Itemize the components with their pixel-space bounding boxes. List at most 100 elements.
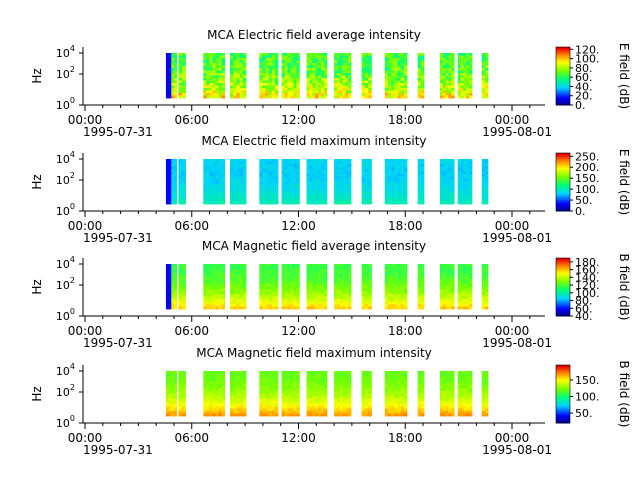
colorbar-cell — [556, 199, 570, 202]
heatmap-cell — [239, 85, 244, 89]
heatmap-cell — [457, 274, 461, 277]
heatmap-cell — [168, 161, 172, 165]
heatmap-cell — [400, 279, 405, 282]
heatmap-cell — [391, 386, 395, 389]
heatmap-cell — [281, 196, 285, 200]
heatmap-cell — [417, 371, 422, 374]
heatmap-cell — [387, 93, 392, 96]
heatmap-cell — [384, 376, 389, 379]
heatmap-cell — [290, 266, 294, 270]
heatmap-cell — [284, 289, 288, 292]
heatmap-cell — [397, 299, 402, 302]
heatmap-cell — [324, 411, 328, 414]
heatmap-cell — [439, 83, 444, 86]
heatmap-cell — [417, 376, 422, 379]
heatmap-cell — [420, 191, 425, 195]
heatmap-cell — [368, 174, 372, 177]
heatmap-cell — [221, 85, 226, 89]
heatmap-cell — [268, 95, 273, 99]
heatmap-cell — [281, 284, 285, 287]
heatmap-cell — [171, 296, 175, 300]
heatmap-cell — [466, 68, 470, 71]
heatmap-cell — [290, 301, 294, 305]
heatmap-cell — [268, 266, 273, 270]
heatmap-cell — [215, 269, 219, 272]
heatmap-cell — [364, 393, 369, 397]
heatmap-cell — [171, 371, 175, 374]
heatmap-cell — [236, 406, 241, 409]
heatmap-cell — [364, 279, 369, 282]
heatmap-cell — [290, 186, 294, 190]
heatmap-cell — [293, 80, 297, 84]
colorbar-cell — [556, 78, 570, 81]
heatmap-cell — [206, 304, 210, 307]
heatmap-cell — [451, 281, 455, 285]
heatmap-cell — [334, 304, 338, 307]
heatmap-cell — [397, 386, 402, 389]
heatmap-cell — [460, 65, 464, 69]
heatmap-cell — [306, 169, 310, 172]
heatmap-cell — [463, 266, 467, 270]
heatmap-cell — [339, 184, 343, 187]
heatmap-cell — [394, 373, 398, 377]
heatmap-cell — [439, 296, 444, 300]
colorbar-cell — [556, 285, 570, 288]
heatmap-cell — [336, 266, 341, 270]
heatmap-cell — [290, 306, 294, 310]
heatmap-cell — [481, 306, 486, 310]
heatmap-cell — [387, 55, 392, 59]
heatmap-cell — [212, 169, 216, 172]
heatmap-cell — [171, 398, 175, 402]
heatmap-cell — [262, 301, 266, 305]
heatmap-cell — [318, 186, 322, 190]
heatmap-cell — [442, 284, 447, 287]
heatmap-cell — [230, 408, 234, 412]
heatmap-cell — [259, 88, 263, 91]
heatmap-cell — [460, 189, 464, 192]
heatmap-cell — [290, 171, 294, 175]
heatmap-cell — [233, 284, 237, 287]
heatmap-cell — [348, 378, 352, 382]
heatmap-cell — [466, 53, 470, 56]
heatmap-cell — [384, 391, 389, 394]
heatmap-cell — [321, 401, 325, 404]
heatmap-cell — [448, 269, 452, 272]
heatmap-cell — [212, 301, 216, 305]
heatmap-cell — [209, 398, 213, 402]
heatmap-cell — [173, 388, 178, 392]
heatmap-cell — [445, 196, 449, 200]
heatmap-segment — [481, 159, 489, 205]
heatmap-cell — [469, 279, 473, 282]
heatmap-cell — [442, 289, 447, 292]
heatmap-cell — [445, 276, 449, 280]
heatmap-cell — [397, 194, 402, 197]
heatmap-cell — [451, 70, 455, 74]
heatmap-cell — [318, 85, 322, 89]
heatmap-cell — [315, 161, 319, 165]
heatmap-cell — [218, 281, 223, 285]
heatmap-cell — [259, 393, 263, 397]
heatmap-cell — [233, 264, 237, 267]
heatmap-cell — [400, 381, 405, 384]
heatmap-cell — [173, 70, 178, 74]
y-tick-label: 104 — [56, 44, 75, 60]
heatmap-cell — [460, 75, 464, 79]
heatmap-cell — [171, 381, 175, 384]
heatmap-cell — [178, 373, 183, 377]
heatmap-cell — [259, 413, 263, 417]
heatmap-cell — [306, 391, 310, 394]
heatmap-cell — [221, 284, 226, 287]
heatmap-cell — [306, 393, 310, 397]
heatmap-cell — [348, 401, 352, 404]
heatmap-cell — [417, 199, 422, 202]
heatmap-cell — [215, 184, 219, 187]
heatmap-cell — [445, 289, 449, 292]
heatmap-cell — [466, 70, 470, 74]
heatmap-cell — [274, 181, 279, 185]
heatmap-cell — [281, 201, 285, 205]
heatmap-cell — [212, 274, 216, 277]
heatmap-cell — [284, 413, 288, 417]
heatmap-cell — [268, 169, 273, 172]
heatmap-cell — [336, 411, 341, 414]
heatmap-cell — [215, 274, 219, 277]
